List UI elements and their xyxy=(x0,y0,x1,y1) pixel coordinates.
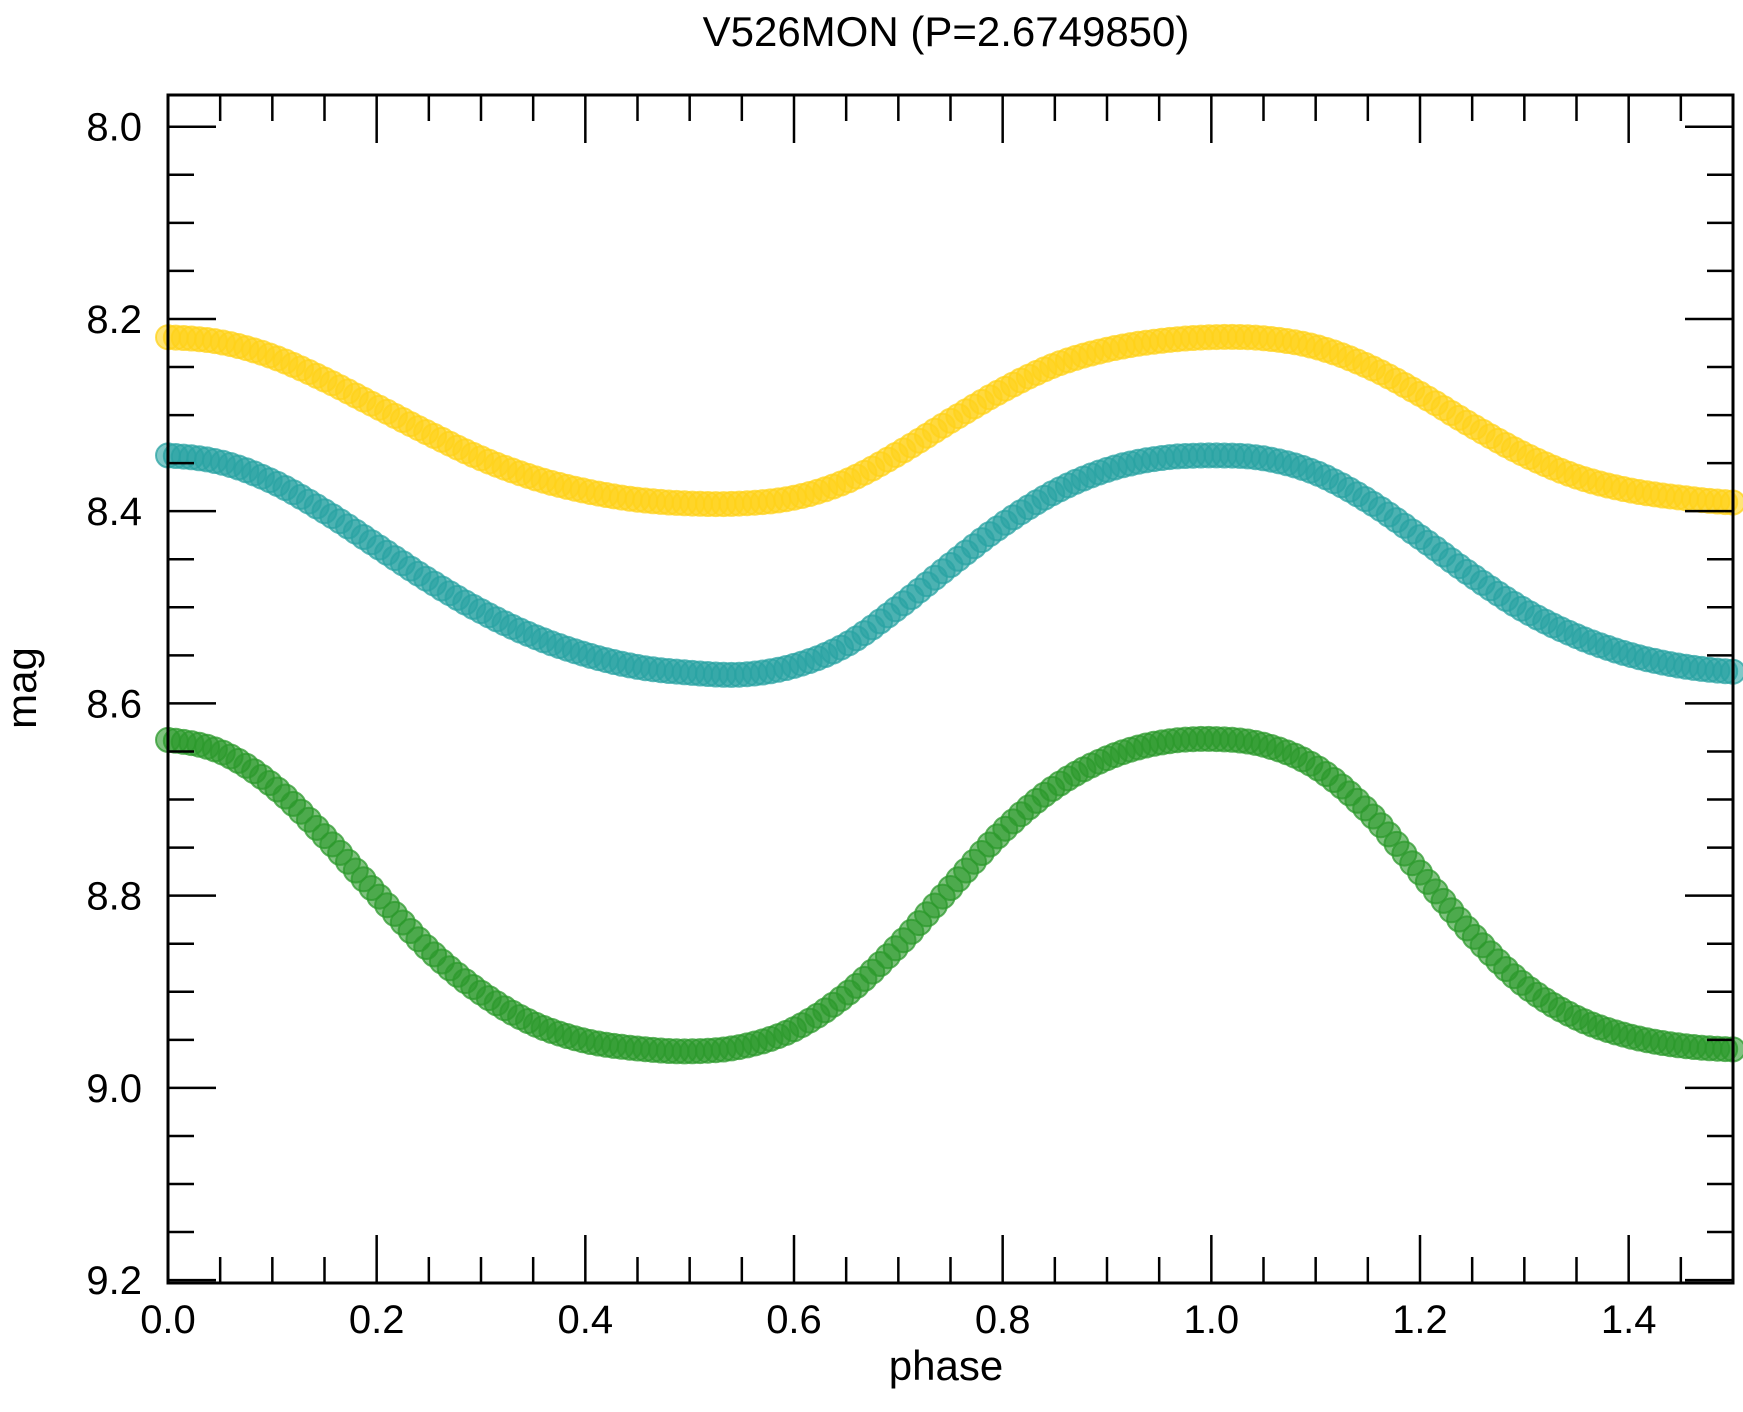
y-tick-label: 8.8 xyxy=(86,875,142,919)
y-tick-label: 8.4 xyxy=(86,490,142,534)
axis-ticks-layer xyxy=(166,95,1735,1283)
series-2 xyxy=(155,442,1743,688)
x-tick-label: 1.4 xyxy=(1601,1298,1657,1342)
x-tick-label: 1.0 xyxy=(1184,1298,1240,1342)
x-tick-label: 0.4 xyxy=(558,1298,614,1342)
y-tick-label: 8.0 xyxy=(86,106,142,150)
y-tick-label: 8.6 xyxy=(86,682,142,726)
x-tick-label: 0.2 xyxy=(349,1298,405,1342)
series-1 xyxy=(155,323,1743,518)
x-tick-label: 1.2 xyxy=(1392,1298,1448,1342)
y-tick-label: 8.2 xyxy=(86,298,142,342)
x-tick-label: 0.8 xyxy=(975,1298,1031,1342)
x-tick-label: 0.0 xyxy=(140,1298,196,1342)
x-axis-label: phase xyxy=(889,1342,1003,1389)
tick-labels-layer: 0.0 0.2 0.4 0.6 0.8 1.0 1.2 1.4 8.0 8.2 8.4 8.6 8.8 9… xyxy=(86,106,1656,1342)
y-tick-label: 9.2 xyxy=(86,1259,142,1303)
plot-frame xyxy=(166,93,1735,1285)
chart-title: V526MON (P=2.6749850) xyxy=(703,8,1190,55)
x-tick-label: 0.6 xyxy=(766,1298,822,1342)
y-tick-label: 9.0 xyxy=(86,1067,142,1111)
y-axis-label: mag xyxy=(0,647,45,729)
